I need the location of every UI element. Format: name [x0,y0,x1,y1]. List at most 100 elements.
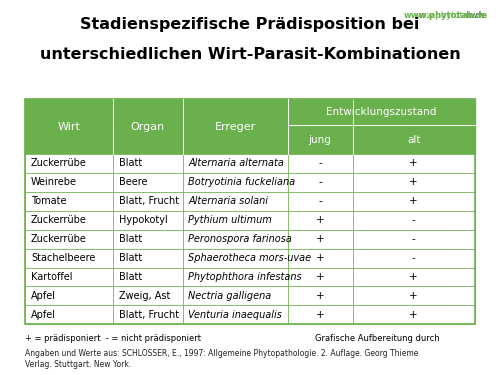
Bar [25,249,112,267]
Text: Botryotinia fuckeliana: Botryotinia fuckeliana [188,177,296,187]
Bar [288,267,352,286]
Bar [182,192,288,211]
Text: Nectria galligena: Nectria galligena [188,291,272,301]
Bar [182,267,288,286]
Bar [352,154,475,173]
Text: -: - [318,196,322,206]
Bar [25,286,112,305]
Bar [112,305,182,324]
Text: -: - [318,158,322,168]
Bar [182,286,288,305]
Text: Tomate: Tomate [31,196,66,206]
Text: Venturia inaequalis: Venturia inaequalis [188,310,282,320]
Text: Zuckerrübe: Zuckerrübe [31,215,87,225]
Bar [112,211,182,230]
Text: +: + [316,215,324,225]
Text: Zweig, Ast: Zweig, Ast [118,291,170,301]
Text: -: - [412,234,416,244]
Text: +: + [316,272,324,282]
Bar [288,211,352,230]
Bar [25,154,112,173]
Text: Beere: Beere [118,177,147,187]
Bar [112,154,182,173]
Bar [25,173,112,192]
Bar [112,230,182,249]
Text: www.phytotab.de: www.phytotab.de [404,10,487,20]
Text: Apfel: Apfel [31,310,56,320]
Bar [352,211,475,230]
Bar [112,192,182,211]
Text: Hypokotyl: Hypokotyl [118,215,167,225]
Bar [352,267,475,286]
Bar [112,249,182,267]
Bar [352,286,475,305]
Text: +: + [316,234,324,244]
Text: Stachelbeere: Stachelbeere [31,253,96,263]
Text: Zuckerrübe: Zuckerrübe [31,158,87,168]
Text: Angaben und Werte aus: SCHLOSSER, E., 1997: Allgemeine Phytopathologie. 2. Aufla: Angaben und Werte aus: SCHLOSSER, E., 19… [25,349,418,358]
Bar [182,249,288,267]
Text: Grafische Aufbereitung durch: Grafische Aufbereitung durch [315,334,440,343]
Bar [288,286,352,305]
Text: jung: jung [308,135,332,145]
Bar [352,99,475,154]
Text: Erreger: Erreger [214,122,256,132]
Bar [112,286,182,305]
Bar [288,305,352,324]
Text: -: - [318,177,322,187]
Text: Weinrebe: Weinrebe [31,177,77,187]
Bar [25,230,112,249]
Bar [352,230,475,249]
Bar [352,192,475,211]
Bar [182,154,288,173]
Bar [288,173,352,192]
Text: +: + [316,310,324,320]
Bar [112,99,182,154]
Bar [352,249,475,267]
Text: Blatt, Frucht: Blatt, Frucht [118,310,178,320]
Bar [182,173,288,192]
Text: +: + [316,253,324,263]
Bar [288,249,352,267]
Text: +: + [410,177,418,187]
Text: Peronospora farinosa: Peronospora farinosa [188,234,292,244]
Text: +: + [410,291,418,301]
Text: www.phytotab.de: www.phytotab.de [414,10,488,20]
Text: Zuckerrübe: Zuckerrübe [31,234,87,244]
Bar [112,267,182,286]
Text: +: + [316,291,324,301]
Text: Verlag. Stuttgart. New York.: Verlag. Stuttgart. New York. [25,360,131,369]
Text: unterschiedlichen Wirt-Parasit-Kombinationen: unterschiedlichen Wirt-Parasit-Kombinati… [40,47,461,62]
Bar [25,192,112,211]
Text: -: - [412,215,416,225]
Bar [25,99,475,154]
Bar [182,99,288,154]
Text: Sphaerotheca mors-uvae: Sphaerotheca mors-uvae [188,253,312,263]
Text: -: - [412,253,416,263]
Text: +: + [410,158,418,168]
Text: Pythium ultimum: Pythium ultimum [188,215,272,225]
Text: Wirt: Wirt [58,122,80,132]
Text: Blatt: Blatt [118,253,142,263]
Text: Alternaria alternata: Alternaria alternata [188,158,284,168]
Bar [25,99,475,324]
Text: Blatt: Blatt [118,272,142,282]
Bar [182,305,288,324]
Bar [182,230,288,249]
Text: Phytophthora infestans: Phytophthora infestans [188,272,302,282]
Text: Stadienspezifische Prädisposition bei: Stadienspezifische Prädisposition bei [80,17,419,32]
Text: Kartoffel: Kartoffel [31,272,72,282]
Bar [25,305,112,324]
Bar [25,211,112,230]
Bar [288,99,352,154]
Bar [288,230,352,249]
Text: +: + [410,196,418,206]
Text: alt: alt [407,135,420,145]
Text: Entwicklungszustand: Entwicklungszustand [326,107,436,117]
Text: Blatt: Blatt [118,234,142,244]
Text: www.: www. [465,10,487,20]
Text: Blatt: Blatt [118,158,142,168]
Text: +: + [410,310,418,320]
Text: Alternaria solani: Alternaria solani [188,196,268,206]
Text: Organ: Organ [130,122,164,132]
